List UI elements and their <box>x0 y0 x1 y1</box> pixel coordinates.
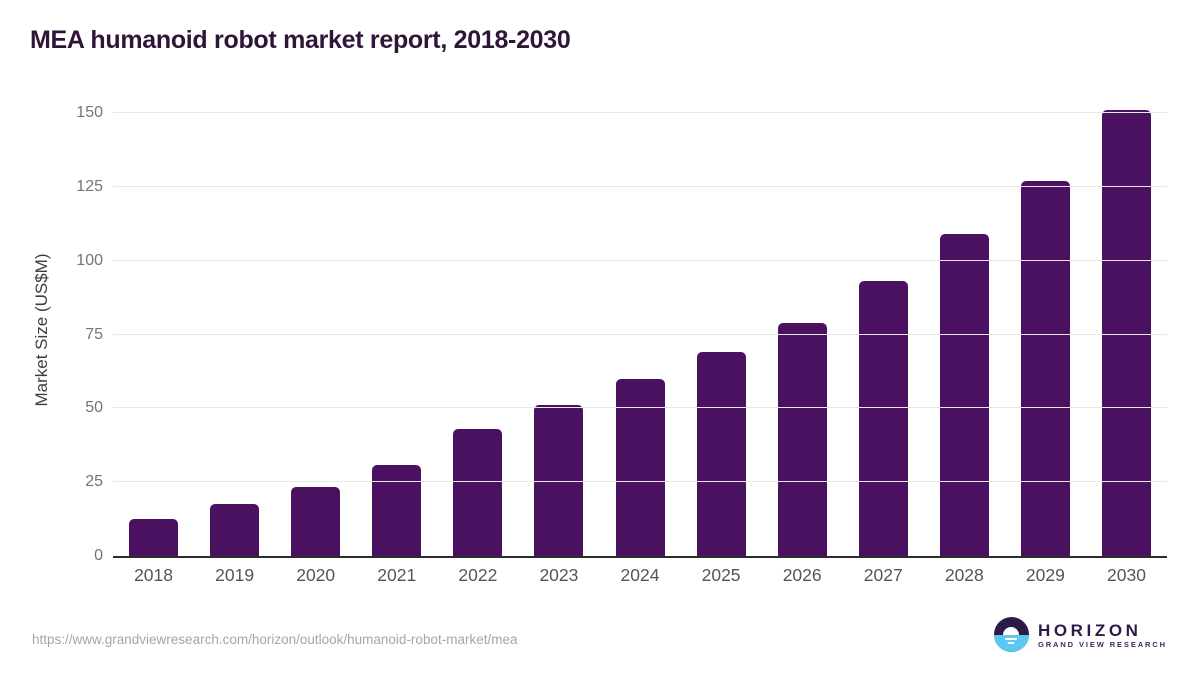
logo-brand-text: HORIZON <box>1037 620 1142 640</box>
gridline-75 <box>113 333 1167 335</box>
bar-2029 <box>1020 181 1070 556</box>
bar-slot-2029 <box>1005 94 1086 556</box>
bar-slot-2019 <box>194 94 275 556</box>
brand-logo: HORIZON GRAND VIEW RESEARCH <box>993 617 1167 652</box>
gridline-100 <box>113 259 1167 261</box>
bar-slot-2027 <box>843 94 924 556</box>
bar-2019 <box>210 504 260 556</box>
x-tick-label-2022: 2022 <box>458 565 498 585</box>
y-axis-ticks: 0 25 50 75 100 125 150 <box>55 94 103 564</box>
page-title: MEA humanoid robot market report, 2018-2… <box>30 26 571 54</box>
logo-sub-brand-text: GRAND VIEW RESEARCH <box>1037 639 1167 649</box>
x-tick-label-2018: 2018 <box>134 565 173 585</box>
x-axis-line <box>113 556 1167 558</box>
footer: https://www.grandviewresearch.com/horizo… <box>0 610 1200 675</box>
bar-2020 <box>291 486 341 556</box>
x-tick-label-2023: 2023 <box>539 565 579 585</box>
x-tick-label-2020: 2020 <box>296 565 336 585</box>
bar-2024 <box>615 378 665 556</box>
x-tick-label-2024: 2024 <box>620 565 660 585</box>
x-tick-label-2021: 2021 <box>377 565 417 585</box>
bar-slot-2025 <box>681 94 762 556</box>
bar-slot-2026 <box>762 94 843 556</box>
plot-area <box>113 94 1167 556</box>
x-tick-label-2028: 2028 <box>944 565 984 585</box>
bar-slot-2021 <box>356 94 437 556</box>
y-tick-label-50: 50 <box>85 399 103 417</box>
y-tick-label-125: 125 <box>76 178 103 195</box>
horizon-sun-icon <box>993 617 1029 652</box>
x-axis-labels: 2018 2019 2020 2021 2022 2023 2024 2025 2026 2027… <box>113 565 1167 586</box>
y-tick-label-150: 150 <box>76 104 103 122</box>
bar-slot-2024 <box>599 94 680 556</box>
x-tick-label-2027: 2027 <box>863 565 903 585</box>
gridline-25 <box>113 481 1167 483</box>
bar-slot-2022 <box>437 94 518 556</box>
bar-slot-2018 <box>113 94 194 556</box>
bar-2028 <box>939 234 989 556</box>
bar-2026 <box>777 322 827 556</box>
bar-2021 <box>372 464 422 556</box>
y-tick-label-0: 0 <box>94 547 103 564</box>
source-url: https://www.grandviewresearch.com/horizo… <box>32 632 518 647</box>
bar-slot-2030 <box>1086 94 1167 556</box>
x-tick-label-2029: 2029 <box>1025 565 1065 585</box>
x-tick-label-2019: 2019 <box>215 565 255 585</box>
y-tick-label-100: 100 <box>76 251 103 269</box>
bar-2025 <box>696 352 746 556</box>
bar-slot-2020 <box>275 94 356 556</box>
bar-2023 <box>534 405 584 556</box>
x-tick-label-2026: 2026 <box>782 565 822 585</box>
gridline-50 <box>113 407 1167 409</box>
bar-2018 <box>129 519 179 556</box>
x-tick-label-2030: 2030 <box>1107 565 1146 585</box>
bar-slot-2023 <box>518 94 599 556</box>
y-tick-label-25: 25 <box>85 473 103 491</box>
y-tick-label-75: 75 <box>85 325 103 343</box>
y-axis-title: Market Size (US$M) <box>32 253 51 407</box>
bar-2027 <box>858 281 908 556</box>
gridline-125 <box>113 186 1167 187</box>
gridline-150 <box>113 112 1167 114</box>
bars-container <box>113 94 1167 556</box>
bar-2022 <box>453 429 503 556</box>
bar-slot-2028 <box>924 94 1005 556</box>
chart-region: MEA humanoid robot market report, 2018-2… <box>30 26 1167 586</box>
x-tick-label-2025: 2025 <box>701 565 741 585</box>
